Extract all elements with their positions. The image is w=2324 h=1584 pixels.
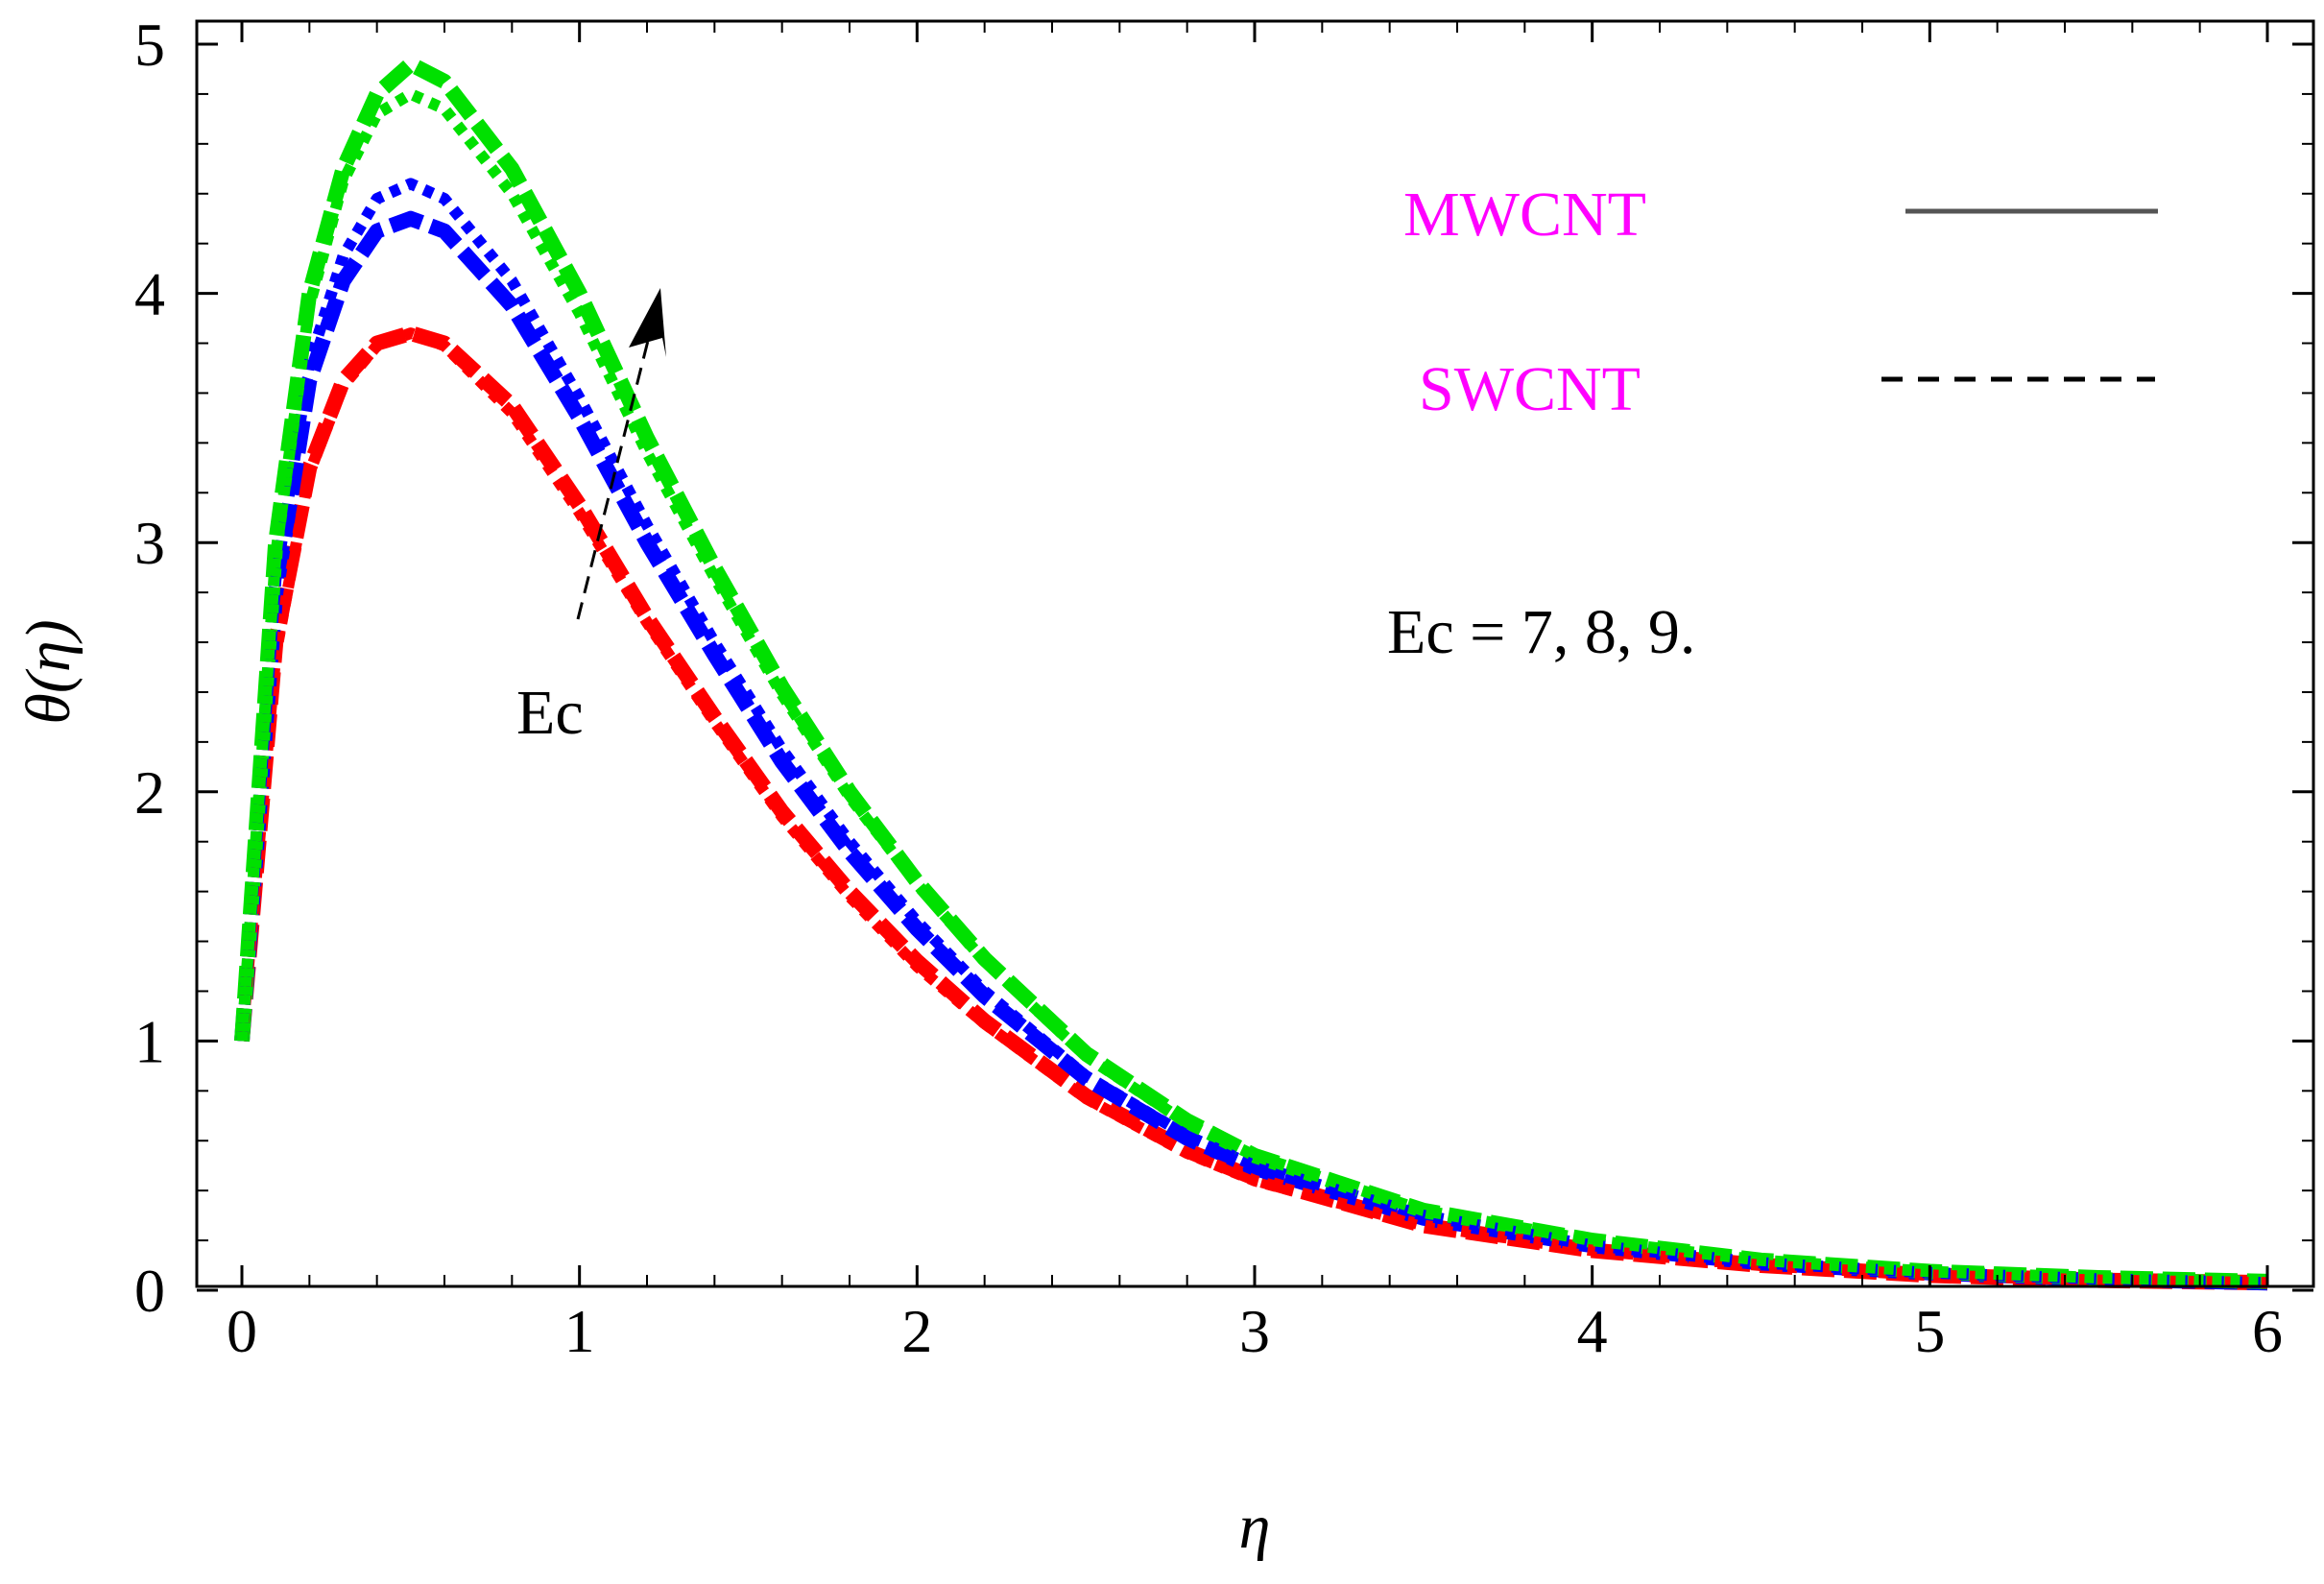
y-tick-label: 2 (134, 758, 165, 827)
x-tick-label: 3 (1239, 1297, 1270, 1365)
x-tick-label: 0 (227, 1297, 257, 1365)
ec-arrow-label: Ec (516, 678, 584, 748)
x-axis-title: η (1239, 1492, 1271, 1562)
ticks-layer (197, 21, 2313, 1292)
legend: MWCNT SWCNT (1403, 180, 2158, 424)
y-tick-label: 1 (134, 1007, 165, 1075)
series-line-mwcnt-ec7 (234, 325, 2268, 1291)
y-tick-label: 5 (134, 11, 165, 79)
series-line-swcnt-ec9 (236, 87, 2268, 1287)
y-axis-title: θ(η) (13, 619, 84, 724)
x-tick-label: 5 (1914, 1297, 1945, 1365)
x-tick-label: 4 (1577, 1297, 1608, 1365)
ec-arrow-head (629, 288, 666, 357)
legend-label-mwcnt: MWCNT (1403, 180, 1646, 250)
tick-labels-layer: 0 1 2 3 4 5 6 0 1 2 3 4 5 (134, 11, 2283, 1365)
y-tick-label: 0 (134, 1257, 165, 1325)
x-tick-label: 2 (901, 1297, 932, 1365)
ec-arrow-shaft (576, 321, 655, 620)
y-tick-label: 3 (134, 509, 165, 577)
parameter-annotation: Ec = 7, 8, 9. (1387, 597, 1695, 667)
x-tick-label: 6 (2252, 1297, 2283, 1365)
y-tick-label: 4 (134, 260, 165, 328)
ec-arrow (576, 288, 666, 620)
legend-label-swcnt: SWCNT (1419, 354, 1641, 424)
series-line-swcnt-ec7 (236, 327, 2268, 1289)
x-tick-label: 1 (564, 1297, 595, 1365)
series-layer (234, 56, 2268, 1291)
